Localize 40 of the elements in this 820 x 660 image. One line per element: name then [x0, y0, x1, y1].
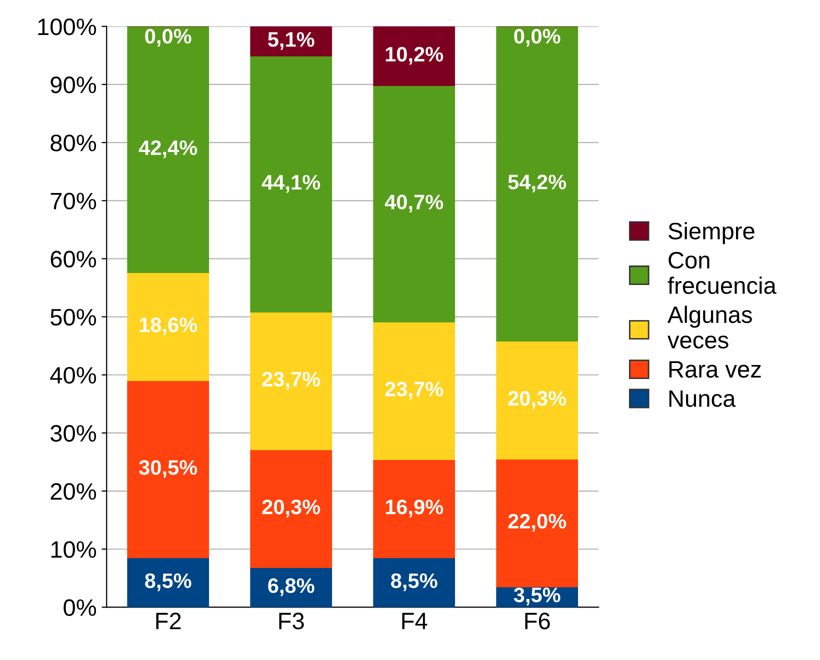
data-label: 22,0% — [508, 514, 566, 532]
data-label: 54,2% — [508, 174, 566, 192]
y-tick-label: 30% — [50, 425, 96, 442]
x-tick-label: F4 — [402, 612, 428, 630]
data-label: 44,1% — [262, 174, 320, 193]
y-tick-label: 70% — [50, 192, 96, 210]
data-label: 20,3% — [262, 500, 320, 518]
y-tick-label: 100% — [38, 18, 96, 36]
x-tick-label: F6 — [525, 612, 550, 630]
data-label: 42,4% — [138, 140, 198, 158]
x-tick-label: F3 — [279, 612, 304, 630]
data-label: 3,5% — [514, 588, 560, 606]
data-label: 40,7% — [384, 194, 444, 212]
legend-label: Siempre — [668, 222, 754, 244]
data-label: 23,7% — [262, 372, 320, 390]
y-tick-label: 10% — [51, 541, 96, 558]
legend-label: Rara vez — [669, 361, 761, 378]
data-label: 0,0% — [145, 28, 192, 47]
data-label: 8,5% — [145, 573, 192, 592]
y-tick-label: 90% — [50, 76, 96, 94]
x-tick-label: F2 — [156, 612, 181, 630]
legend-label: Nunca — [669, 390, 736, 407]
y-tick-label: 40% — [50, 366, 96, 384]
y-tick-label: 0% — [64, 599, 96, 616]
y-tick-label: 20% — [50, 483, 96, 500]
data-label: 6,8% — [268, 578, 314, 596]
data-label: 23,7% — [385, 382, 444, 400]
data-label: 8,5% — [391, 573, 438, 592]
data-label: 16,9% — [386, 500, 444, 518]
data-label: 20,3% — [508, 390, 566, 409]
y-tick-label: 80% — [50, 134, 96, 152]
data-label: 0,0% — [514, 28, 560, 47]
data-label: 5,1% — [268, 32, 314, 50]
legend-label: Algunas veces — [668, 306, 752, 349]
data-label: 30,5% — [139, 460, 198, 478]
data-label: 10,2% — [386, 46, 444, 65]
y-tick-label: 60% — [50, 250, 96, 268]
legend-label: Con frecuencia — [668, 252, 776, 294]
y-tick-label: 50% — [50, 308, 96, 326]
data-label: 18,6% — [140, 318, 198, 336]
